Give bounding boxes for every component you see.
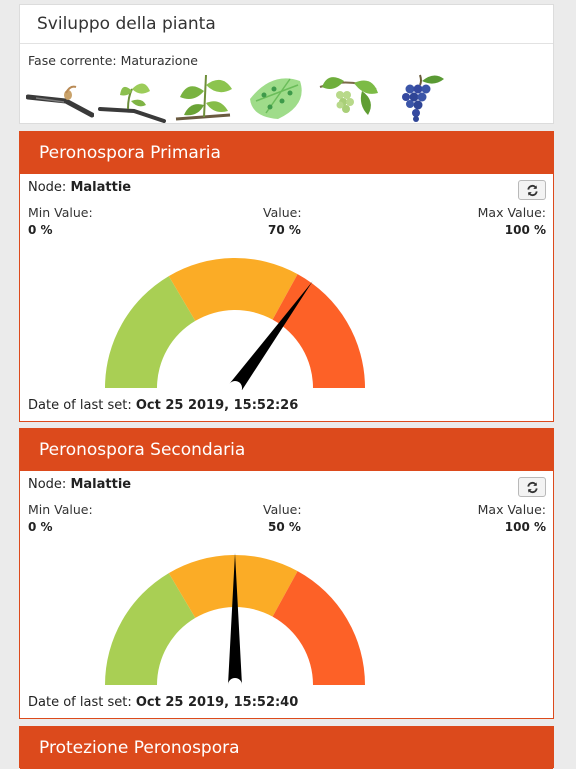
- date-label: Date of last set:: [28, 398, 132, 413]
- gauge-needle: [229, 281, 313, 390]
- value-label: Value:: [263, 205, 302, 220]
- gauge-needle: [228, 553, 242, 685]
- date-label: Date of last set:: [28, 695, 132, 710]
- refresh-button[interactable]: [518, 180, 546, 200]
- flowering-icon: [250, 78, 302, 119]
- date-value: Oct 25 2019, 15:52:40: [135, 695, 299, 710]
- ripe-grapes-icon: [402, 74, 444, 122]
- fruit-set-icon: [319, 77, 378, 115]
- gauge-card-title: Peronospora Primaria: [20, 132, 553, 174]
- max-value-label: Max Value:: [477, 205, 546, 220]
- max-value: 100 %: [504, 520, 546, 534]
- gauge-card-title: Peronospora Secondaria: [20, 429, 553, 471]
- value-label: Value:: [263, 502, 302, 517]
- max-value: 100 %: [504, 223, 546, 237]
- min-value: 0 %: [28, 520, 53, 534]
- shoot-growth-icon: [175, 74, 232, 121]
- node-value: Malattie: [70, 477, 132, 492]
- node-label: Node:: [28, 180, 67, 195]
- gauge-chart: [105, 553, 365, 685]
- gauge-card-peronospora-secondaria: Peronospora Secondaria Node: Malattie Mi…: [19, 428, 554, 719]
- plant-panel-title: Sviluppo della pianta: [20, 5, 553, 44]
- last-set-date: Date of last set: Oct 25 2019, 15:52:40: [28, 695, 298, 710]
- refresh-icon: [526, 184, 538, 196]
- last-set-date: Date of last set: Oct 25 2019, 15:52:26: [28, 398, 298, 413]
- current-phase-label: Fase corrente:: [28, 53, 117, 68]
- current-phase: Fase corrente: Maturazione: [28, 53, 198, 68]
- gauge-card-peronospora-primaria: Peronospora Primaria Node: Malattie Min …: [19, 131, 554, 422]
- min-value-label: Min Value:: [28, 205, 93, 220]
- gauge-zone-low: [105, 573, 196, 685]
- node-info: Node: Malattie: [28, 180, 131, 195]
- gauge-zone-low: [105, 276, 196, 388]
- gauge-zone-high: [272, 571, 365, 685]
- gauge-zone-mid: [168, 555, 298, 618]
- node-label: Node:: [28, 477, 67, 492]
- protection-card-title: Protezione Peronospora: [20, 727, 553, 769]
- refresh-icon: [526, 481, 538, 493]
- max-value-label: Max Value:: [477, 502, 546, 517]
- gauge-zone-mid: [168, 258, 298, 321]
- protection-card: Protezione Peronospora: [19, 726, 554, 769]
- node-value: Malattie: [70, 180, 132, 195]
- refresh-button[interactable]: [518, 477, 546, 497]
- plant-development-panel: Sviluppo della pianta Fase corrente: Mat…: [19, 4, 554, 124]
- current-value: 50 %: [268, 520, 301, 534]
- current-phase-value: Maturazione: [120, 53, 198, 68]
- budbreak-icon: [26, 85, 94, 118]
- date-value: Oct 25 2019, 15:52:26: [135, 398, 299, 413]
- current-value: 70 %: [268, 223, 301, 237]
- gauge-chart: [105, 258, 365, 390]
- min-value: 0 %: [28, 223, 53, 237]
- min-value-label: Min Value:: [28, 502, 93, 517]
- leaf-sprout-icon: [98, 83, 166, 123]
- node-info: Node: Malattie: [28, 477, 131, 492]
